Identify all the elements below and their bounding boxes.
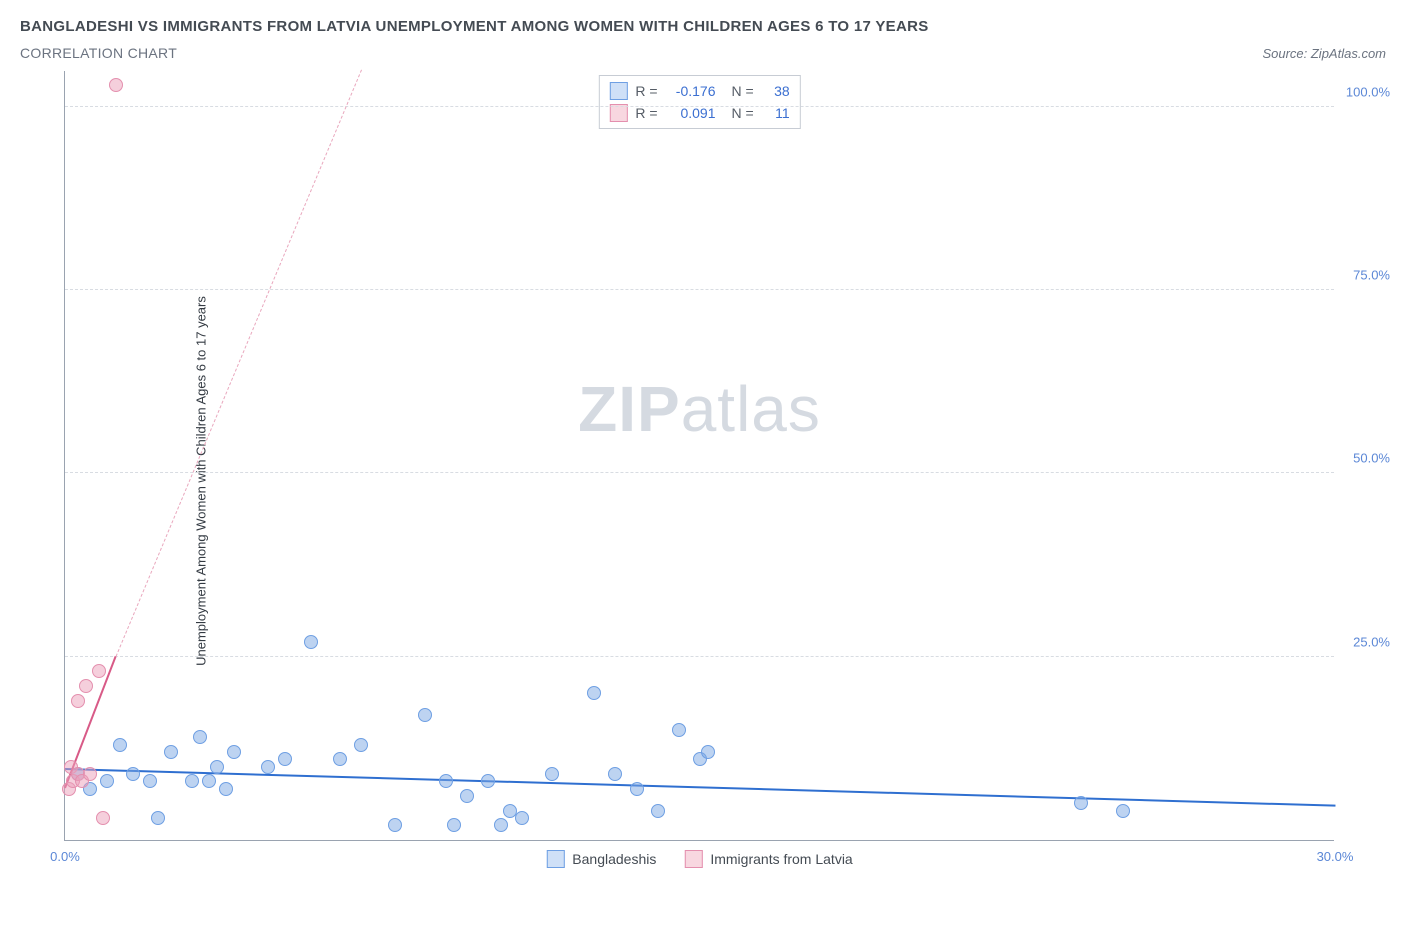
data-point xyxy=(109,78,123,92)
data-point xyxy=(672,723,686,737)
correlation-chart: Unemployment Among Women with Children A… xyxy=(20,71,1386,891)
data-point xyxy=(100,774,114,788)
data-point xyxy=(494,818,508,832)
data-point xyxy=(439,774,453,788)
legend-label: Bangladeshis xyxy=(572,851,656,867)
info-row: R = -0.176 N = 38 xyxy=(609,80,789,102)
data-point xyxy=(630,782,644,796)
data-point xyxy=(193,730,207,744)
data-point xyxy=(143,774,157,788)
data-point xyxy=(96,811,110,825)
data-point xyxy=(545,767,559,781)
data-point xyxy=(92,664,106,678)
data-point xyxy=(79,679,93,693)
y-tick-label: 50.0% xyxy=(1353,451,1390,466)
data-point xyxy=(515,811,529,825)
data-point xyxy=(151,811,165,825)
data-point xyxy=(210,760,224,774)
trend-line xyxy=(115,69,361,656)
data-point xyxy=(304,635,318,649)
grid-line xyxy=(65,106,1334,107)
series-swatch xyxy=(609,104,627,122)
series-swatch xyxy=(609,82,627,100)
correlation-info-box: R = -0.176 N = 38 R = 0.091 N = 11 xyxy=(598,75,800,129)
grid-line xyxy=(65,656,1334,657)
y-tick-label: 25.0% xyxy=(1353,634,1390,649)
data-point xyxy=(278,752,292,766)
legend-label: Immigrants from Latvia xyxy=(710,851,852,867)
legend-swatch xyxy=(546,850,564,868)
x-tick-label: 30.0% xyxy=(1317,849,1354,864)
y-tick-label: 75.0% xyxy=(1353,268,1390,283)
plot-area: ZIPatlas R =-0.176N =38R =0.091N =11 Ban… xyxy=(64,71,1334,841)
data-point xyxy=(587,686,601,700)
data-point xyxy=(185,774,199,788)
grid-line xyxy=(65,472,1334,473)
y-tick-label: 100.0% xyxy=(1346,84,1390,99)
trend-line xyxy=(65,768,1335,807)
data-point xyxy=(71,694,85,708)
data-point xyxy=(418,708,432,722)
r-value: -0.176 xyxy=(666,83,716,99)
legend-item: Bangladeshis xyxy=(546,850,656,868)
data-point xyxy=(481,774,495,788)
data-point xyxy=(447,818,461,832)
legend: Bangladeshis Immigrants from Latvia xyxy=(546,850,852,868)
r-label: R = xyxy=(635,83,657,99)
r-value: 0.091 xyxy=(666,105,716,121)
data-point xyxy=(219,782,233,796)
r-label: R = xyxy=(635,105,657,121)
data-point xyxy=(333,752,347,766)
data-point xyxy=(651,804,665,818)
data-point xyxy=(202,774,216,788)
data-point xyxy=(460,789,474,803)
header: BANGLADESHI VS IMMIGRANTS FROM LATVIA UN… xyxy=(20,18,1386,61)
x-tick-label: 0.0% xyxy=(50,849,80,864)
data-point xyxy=(1116,804,1130,818)
chart-title: BANGLADESHI VS IMMIGRANTS FROM LATVIA UN… xyxy=(20,18,1386,35)
data-point xyxy=(227,745,241,759)
n-value: 11 xyxy=(762,105,790,121)
legend-item: Immigrants from Latvia xyxy=(684,850,852,868)
data-point xyxy=(701,745,715,759)
grid-line xyxy=(65,289,1334,290)
n-value: 38 xyxy=(762,83,790,99)
data-point xyxy=(1074,796,1088,810)
chart-subtitle: CORRELATION CHART xyxy=(20,45,177,61)
data-point xyxy=(113,738,127,752)
data-point xyxy=(354,738,368,752)
n-label: N = xyxy=(732,105,754,121)
data-point xyxy=(83,767,97,781)
n-label: N = xyxy=(732,83,754,99)
watermark: ZIPatlas xyxy=(578,372,821,446)
data-point xyxy=(164,745,178,759)
data-point xyxy=(608,767,622,781)
data-point xyxy=(261,760,275,774)
data-point xyxy=(126,767,140,781)
source-attribution: Source: ZipAtlas.com xyxy=(1262,46,1386,61)
data-point xyxy=(388,818,402,832)
legend-swatch xyxy=(684,850,702,868)
